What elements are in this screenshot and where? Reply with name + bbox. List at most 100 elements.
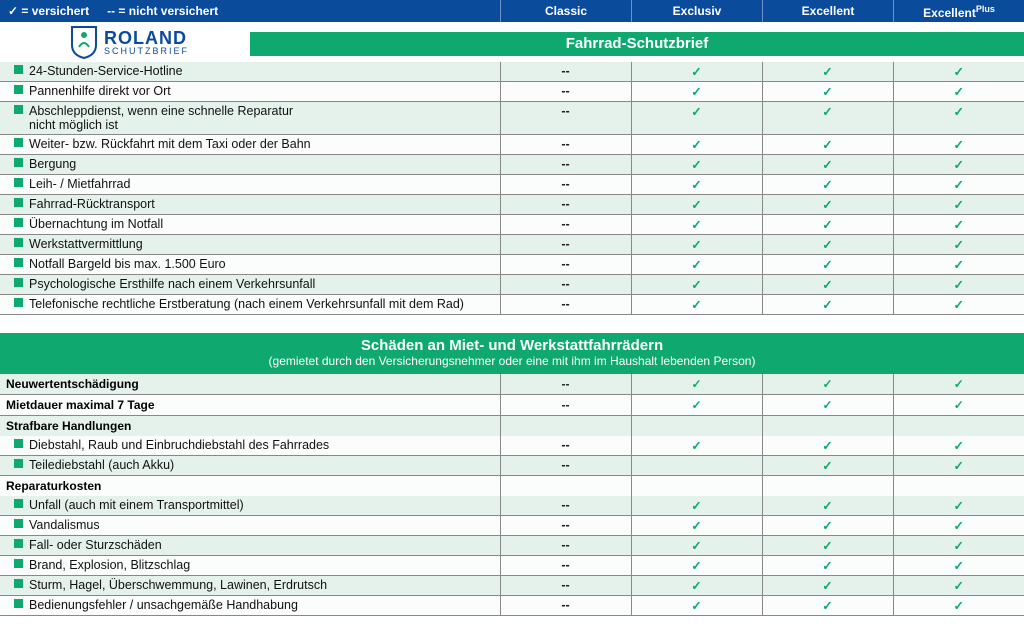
coverage-cell: ✓: [631, 175, 762, 195]
coverage-cell: ✓: [631, 155, 762, 175]
row-label: Sturm, Hagel, Überschwemmung, Lawinen, E…: [29, 578, 494, 592]
coverage-cell: ✓: [893, 235, 1024, 255]
coverage-cell: ✓: [631, 536, 762, 556]
section2-title: Schäden an Miet- und Werkstattfahrrädern: [0, 337, 1024, 354]
plan-col-excellent-plus: ExcellentPlus: [893, 0, 1024, 24]
coverage-cell: ✓: [631, 295, 762, 315]
coverage-cell: ✓: [631, 395, 762, 416]
bullet-icon: [14, 599, 23, 608]
table-row: Abschleppdienst, wenn eine schnelle Repa…: [0, 102, 1024, 135]
bullet-icon: [14, 138, 23, 147]
row-label: Fahrrad-Rücktransport: [29, 197, 494, 211]
coverage-cell: ✓: [762, 536, 893, 556]
coverage-cell: ✓: [893, 295, 1024, 315]
legend: ✓ = versichert -- = nicht versichert: [0, 4, 500, 18]
coverage-cell: ✓: [631, 516, 762, 536]
coverage-cell: --: [500, 275, 631, 295]
bullet-icon: [14, 238, 23, 247]
table-row: Vandalismus--✓✓✓: [0, 516, 1024, 536]
row-label: Fall- oder Sturzschäden: [29, 538, 494, 552]
row-label: Teilediebstahl (auch Akku): [29, 458, 494, 472]
coverage-cell: --: [500, 255, 631, 275]
table-row: Teilediebstahl (auch Akku)--✓✓: [0, 456, 1024, 476]
table-row: Leih- / Mietfahrrad--✓✓✓: [0, 175, 1024, 195]
table-row: Psychologische Ersthilfe nach einem Verk…: [0, 275, 1024, 295]
coverage-cell: --: [500, 195, 631, 215]
row-label: Telefonische rechtliche Erstberatung (na…: [29, 297, 494, 311]
coverage-cell: ✓: [762, 135, 893, 155]
coverage-cell: ✓: [762, 436, 893, 456]
coverage-cell: --: [500, 295, 631, 315]
coverage-cell: ✓: [762, 155, 893, 175]
shield-icon: [70, 25, 98, 59]
coverage-cell: ✓: [762, 496, 893, 516]
section1-table: 24-Stunden-Service-Hotline--✓✓✓Pannenhil…: [0, 62, 1024, 315]
table-row: Notfall Bargeld bis max. 1.500 Euro--✓✓✓: [0, 255, 1024, 275]
row-label: Bedienungsfehler / unsachgemäße Handhabu…: [29, 598, 494, 612]
coverage-cell: ✓: [762, 275, 893, 295]
table-row: Bedienungsfehler / unsachgemäße Handhabu…: [0, 596, 1024, 616]
bullet-icon: [14, 178, 23, 187]
coverage-cell: --: [500, 175, 631, 195]
coverage-cell: --: [500, 82, 631, 102]
coverage-cell: ✓: [893, 395, 1024, 416]
coverage-cell: --: [500, 496, 631, 516]
coverage-cell: ✓: [631, 275, 762, 295]
coverage-cell: --: [500, 135, 631, 155]
legend-insured: ✓ = versichert: [8, 4, 89, 18]
coverage-cell: --: [500, 576, 631, 596]
coverage-cell: ✓: [762, 295, 893, 315]
bullet-icon: [14, 298, 23, 307]
coverage-cell: ✓: [762, 395, 893, 416]
category-label: Reparaturkosten: [0, 476, 500, 497]
coverage-cell: ✓: [893, 596, 1024, 616]
coverage-cell: ✓: [762, 255, 893, 275]
row-label: Weiter- bzw. Rückfahrt mit dem Taxi oder…: [29, 137, 494, 151]
coverage-cell: ✓: [762, 516, 893, 536]
table-row: Weiter- bzw. Rückfahrt mit dem Taxi oder…: [0, 135, 1024, 155]
coverage-cell: ✓: [762, 215, 893, 235]
coverage-cell: ✓: [893, 82, 1024, 102]
coverage-cell: ✓: [762, 374, 893, 395]
bullet-icon: [14, 559, 23, 568]
bullet-icon: [14, 459, 23, 468]
bullet-icon: [14, 439, 23, 448]
coverage-cell: ✓: [631, 556, 762, 576]
coverage-cell: ✓: [893, 62, 1024, 82]
category-row: Strafbare Handlungen: [0, 416, 1024, 437]
coverage-cell: --: [500, 155, 631, 175]
legend-not-insured: -- = nicht versichert: [107, 4, 218, 18]
row-label: Übernachtung im Notfall: [29, 217, 494, 231]
category-label: Strafbare Handlungen: [0, 416, 500, 437]
coverage-cell: ✓: [893, 255, 1024, 275]
coverage-cell: ✓: [631, 215, 762, 235]
row-label: Diebstahl, Raub und Einbruchdiebstahl de…: [29, 438, 494, 452]
bullet-icon: [14, 198, 23, 207]
coverage-cell: ✓: [893, 516, 1024, 536]
bullet-icon: [14, 278, 23, 287]
table-row: Brand, Explosion, Blitzschlag--✓✓✓: [0, 556, 1024, 576]
coverage-cell: --: [500, 556, 631, 576]
category-label: Mietdauer maximal 7 Tage: [0, 395, 500, 416]
table-row: Diebstahl, Raub und Einbruchdiebstahl de…: [0, 436, 1024, 456]
row-label: Werkstattvermittlung: [29, 237, 494, 251]
table-row: Bergung--✓✓✓: [0, 155, 1024, 175]
coverage-cell: ✓: [893, 102, 1024, 135]
plan-col-exclusiv: Exclusiv: [631, 0, 762, 22]
coverage-cell: [631, 456, 762, 476]
coverage-cell: ✓: [762, 576, 893, 596]
coverage-cell: ✓: [762, 456, 893, 476]
table-row: Fall- oder Sturzschäden--✓✓✓: [0, 536, 1024, 556]
coverage-cell: --: [500, 215, 631, 235]
bullet-icon: [14, 158, 23, 167]
category-label: Neuwertentschädigung: [0, 374, 500, 395]
coverage-cell: --: [500, 102, 631, 135]
table-row: Telefonische rechtliche Erstberatung (na…: [0, 295, 1024, 315]
coverage-cell: ✓: [631, 82, 762, 102]
coverage-cell: ✓: [893, 536, 1024, 556]
coverage-cell: ✓: [893, 275, 1024, 295]
table-row: Übernachtung im Notfall--✓✓✓: [0, 215, 1024, 235]
coverage-cell: ✓: [893, 374, 1024, 395]
coverage-cell: ✓: [631, 135, 762, 155]
category-row: Neuwertentschädigung--✓✓✓: [0, 374, 1024, 395]
